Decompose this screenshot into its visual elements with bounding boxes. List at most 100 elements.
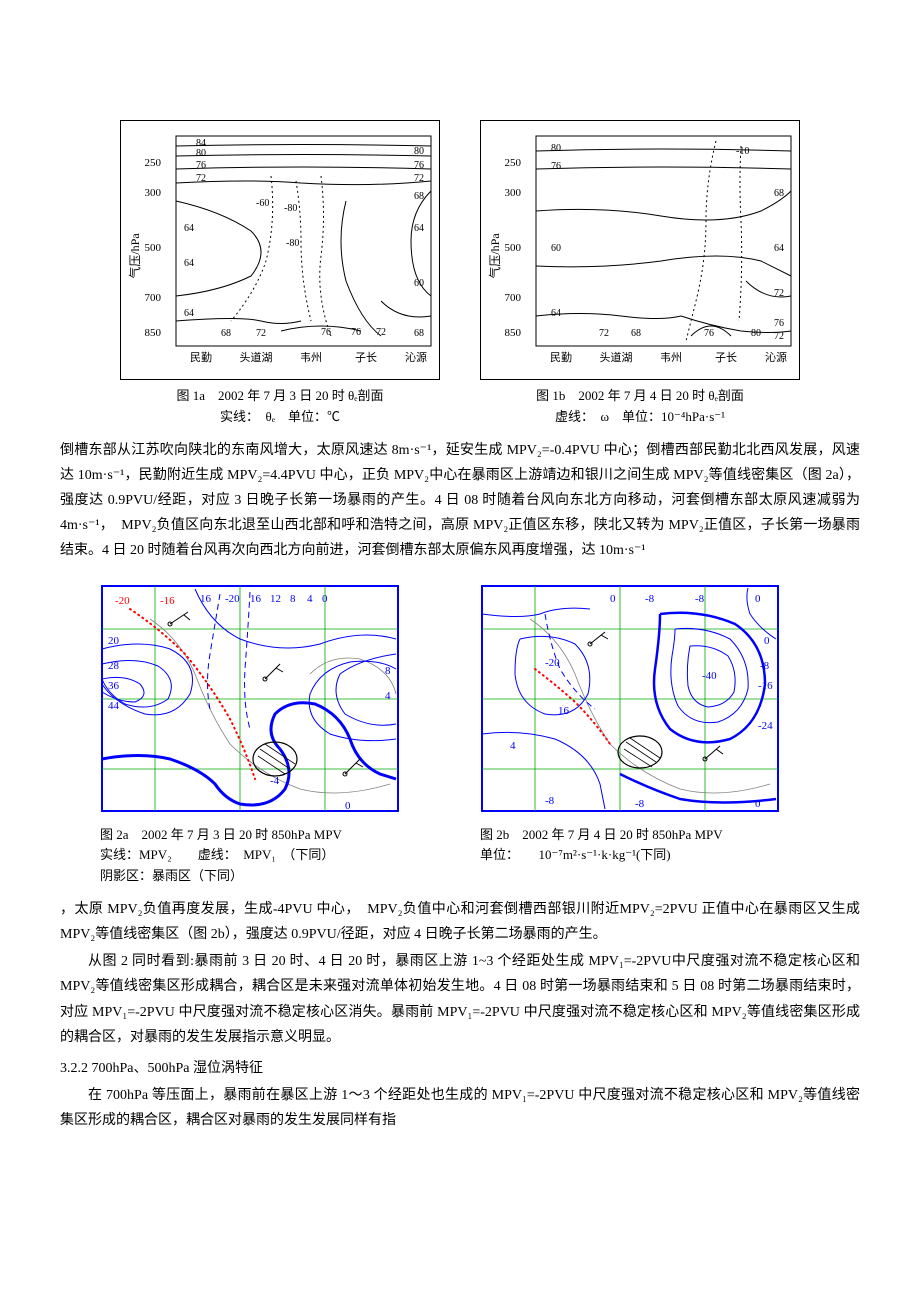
figure-1-row: 250 300 500 700 850 气压/hPa 84 80 76 [60,120,860,428]
fig2a-chart: -20 -16 16 -20 16 12 8 4 0 20 28 36 44 8… [100,584,400,819]
clbl: 64 [184,308,194,319]
body-para-2: ，太原 MPV₂负值再度发展，生成-4PVU 中心， MPV₂负值中心和河套倒槽… [60,897,860,947]
ylabel: 气压/hPa [487,233,502,279]
clbl: 60 [414,278,424,289]
clbl: -20 [115,595,130,607]
clbl: -4 [270,775,280,787]
clbl: 44 [108,700,120,712]
clbl: 0 [345,800,351,812]
fig2a-caption: 图 2a 2002 年 7 月 3 日 20 时 850hPa MPV 实线：M… [100,825,342,887]
clbl: 72 [599,328,609,339]
clbl: 76 [351,327,361,338]
clbl: 80 [414,146,424,157]
clbl: 68 [414,328,424,339]
body-para-1: 倒槽东部从江苏吹向陕北的东南风增大，太原风速达 8m·s⁻¹，延安生成 MPV₂… [60,438,860,564]
clbl: 72 [774,288,784,299]
clbl: 64 [551,308,561,319]
clbl: 0 [755,593,761,605]
clbl: 72 [414,173,424,184]
caption-line: 实线：MPV₂ 虚线： MPV₁ （下同） [100,845,342,866]
clbl: -10 [736,146,749,157]
clbl: -16 [758,680,773,692]
fig1b-caption: 图 1b 2002 年 7 月 4 日 20 时 θₑ剖面 虚线： ω 单位：1… [536,386,744,428]
caption-line: 图 1b 2002 年 7 月 4 日 20 时 θₑ剖面 [536,386,744,407]
caption-line: 实线： θₑ 单位：℃ [176,407,383,428]
clbl: 0 [764,635,770,647]
clbl: 80 [751,328,761,339]
clbl: 72 [376,327,386,338]
fig2b-chart: 0 -8 -8 0 0 -8 -16 -20 16 -40 -24 -8 4 -… [480,584,780,819]
figure-2b: 0 -8 -8 0 0 -8 -16 -20 16 -40 -24 -8 4 -… [480,584,820,887]
caption-line: 图 2a 2002 年 7 月 3 日 20 时 850hPa MPV [100,825,342,846]
clbl: 16 [250,593,262,605]
clbl: 68 [631,328,641,339]
clbl: 0 [755,798,761,810]
clbl: 36 [108,680,120,692]
clbl: 28 [108,660,120,672]
ytick: 500 [505,242,522,254]
fig1b-chart: 250 300 500 700 850 气压/hPa 80 76 60 64 7… [480,120,800,380]
clbl: 76 [551,161,561,172]
clbl: 4 [385,690,391,702]
clbl: 16 [200,593,212,605]
clbl: 80 [196,148,206,159]
clbl: 72 [256,328,266,339]
clbl: 64 [184,258,194,269]
body-para-4: 在 700hPa 等压面上，暴雨前在暴区上游 1～3 个经距处也生成的 MPV₁… [60,1083,860,1133]
clbl: 12 [270,593,281,605]
clbl: 68 [414,191,424,202]
xtick: 子长 [715,351,737,364]
fig2b-caption: 图 2b 2002 年 7 月 4 日 20 时 850hPa MPV 单位： … [480,825,723,887]
clbl: -60 [256,198,269,209]
caption-line: 虚线： ω 单位：10⁻⁴hPa·s⁻¹ [536,407,744,428]
xtick: 子长 [355,351,377,364]
clbl: 4 [307,593,313,605]
xtick: 头道湖 [240,350,273,364]
xtick: 韦州 [300,351,322,364]
clbl: 60 [551,243,561,254]
clbl: 64 [774,243,784,254]
clbl: -8 [635,798,645,810]
clbl: -8 [545,795,555,807]
clbl: 0 [610,593,616,605]
clbl: -80 [284,203,297,214]
clbl: -40 [702,670,717,682]
xtick: 民勤 [190,351,212,364]
xtick: 沁源 [765,350,787,364]
clbl: 0 [322,593,328,605]
clbl: 8 [290,593,296,605]
xtick: 沁源 [405,350,427,364]
clbl: -80 [286,238,299,249]
clbl: 72 [774,331,784,342]
figure-1a: 250 300 500 700 850 气压/hPa 84 80 76 [120,120,440,428]
clbl: 68 [774,188,784,199]
caption-line [480,866,723,887]
clbl: -20 [545,657,560,669]
caption-line: 单位： 10⁻⁷m²·s⁻¹·k·kg⁻¹(下同) [480,845,723,866]
clbl: 76 [321,327,331,338]
caption-line: 阴影区：暴雨区（下同） [100,866,342,887]
clbl: 8 [385,665,391,677]
clbl: -8 [695,593,705,605]
ytick: 300 [145,187,162,199]
clbl: -16 [160,595,175,607]
ytick: 700 [505,292,522,304]
clbl: 76 [196,160,206,171]
caption-line: 图 1a 2002 年 7 月 3 日 20 时 θₑ剖面 [176,386,383,407]
figure-1b: 250 300 500 700 850 气压/hPa 80 76 60 64 7… [480,120,800,428]
clbl: 72 [196,173,206,184]
clbl: -20 [225,593,240,605]
clbl: 64 [414,223,424,234]
caption-line: 图 2b 2002 年 7 月 4 日 20 时 850hPa MPV [480,825,723,846]
clbl: 4 [510,740,516,752]
figure-2a: -20 -16 16 -20 16 12 8 4 0 20 28 36 44 8… [100,584,440,887]
ytick: 850 [505,327,522,339]
xtick: 民勤 [550,351,572,364]
clbl: -8 [760,660,770,672]
fig1a-caption: 图 1a 2002 年 7 月 3 日 20 时 θₑ剖面 实线： θₑ 单位：… [176,386,383,428]
figure-2-row: -20 -16 16 -20 16 12 8 4 0 20 28 36 44 8… [60,584,860,887]
clbl: -24 [758,720,773,732]
clbl: 64 [184,223,194,234]
ytick: 500 [145,242,162,254]
fig1a-chart: 250 300 500 700 850 气压/hPa 84 80 76 [120,120,440,380]
